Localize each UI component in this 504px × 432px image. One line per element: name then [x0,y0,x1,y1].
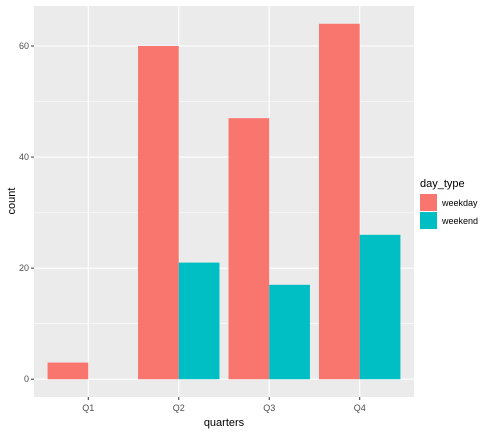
bar-weekend-Q4 [359,234,401,380]
y-tick-label: 0 [24,374,29,384]
bars [47,23,401,380]
x-axis-ticks: Q1 Q2 Q3 Q4 [82,397,366,413]
legend-swatch-weekday [420,194,437,211]
x-tick-label: Q4 [354,403,366,413]
y-axis-ticks: 0 20 40 60 [19,41,34,384]
legend-label-weekend: weekend [441,216,478,226]
x-tick-label: Q3 [263,403,275,413]
bar-weekday-Q3 [228,118,270,380]
legend-label-weekday: weekday [441,198,478,208]
bar-weekend-Q3 [269,284,310,380]
bar-weekday-Q4 [319,23,360,380]
x-axis-title: quarters [204,417,245,429]
x-tick-label: Q2 [173,403,185,413]
legend-title: day_type [420,178,465,190]
x-tick-label: Q1 [82,403,94,413]
y-tick-label: 40 [19,152,29,162]
y-axis-title: count [6,188,18,215]
legend: day_type weekday weekend [420,178,478,229]
bar-weekend-Q2 [178,262,220,380]
bar-weekday-Q1 [47,362,89,380]
legend-items: weekday weekend [420,194,478,229]
legend-swatch-weekend [420,212,437,229]
bar-weekday-Q2 [138,45,179,380]
y-tick-label: 60 [19,41,29,51]
y-tick-label: 20 [19,263,29,273]
